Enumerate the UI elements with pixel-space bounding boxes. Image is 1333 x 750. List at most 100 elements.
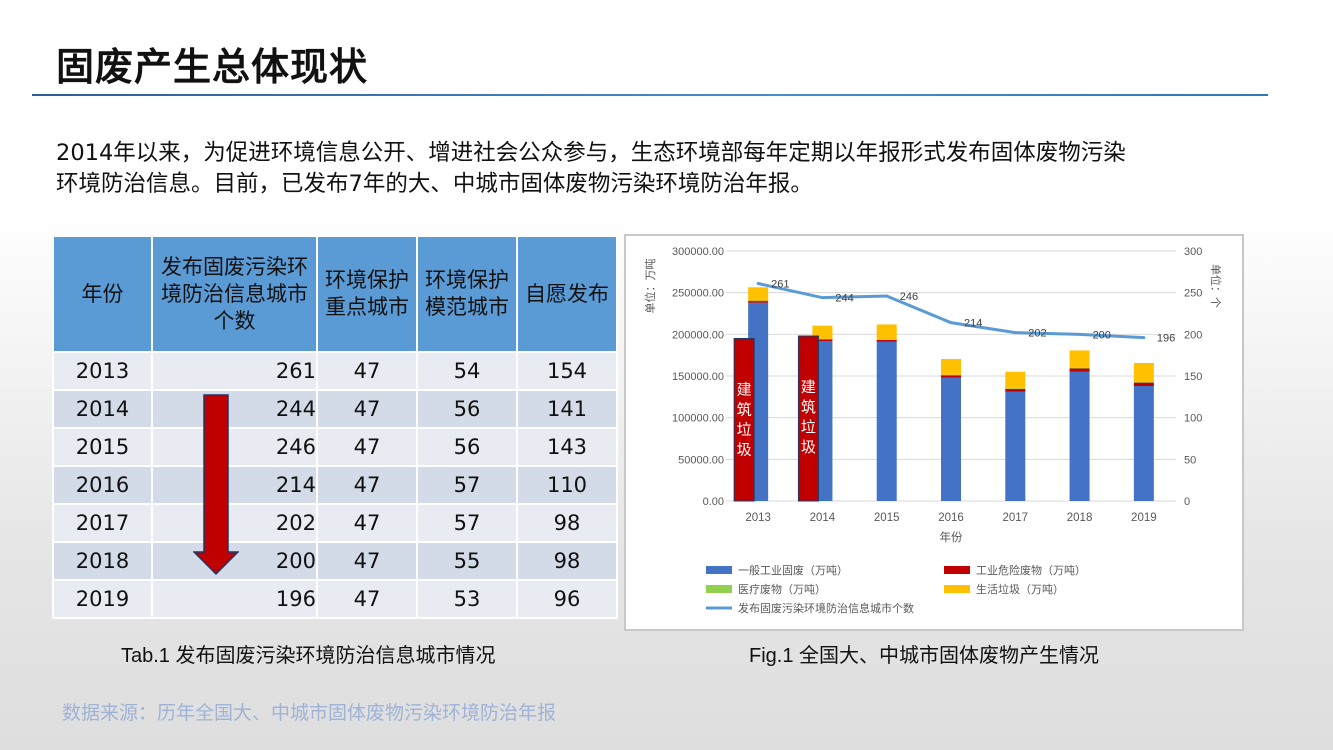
y2-axis-title: 单位：个 [1209, 264, 1223, 308]
bar-medical [1133, 382, 1154, 383]
y2-tick-label: 0 [1184, 496, 1190, 508]
cell-model-cities: 57 [416, 503, 518, 543]
table-row: 2013 261 47 54 154 [52, 351, 618, 391]
bar-medical [812, 338, 833, 340]
decreasing-trend-arrow-icon [193, 394, 239, 576]
city-count-data-label: 200 [1093, 329, 1111, 341]
cell-voluntary: 141 [516, 389, 618, 429]
construction-waste-label: 垃 [737, 422, 752, 439]
table-row: 2015 246 47 56 143 [52, 427, 618, 467]
table-row: 2018 200 47 55 98 [52, 541, 618, 581]
table-header-row: 年份 发布固废污染环 境防治信息城市 个数 环境保护 重点城市 环境保护 模范城市 自愿… [52, 235, 618, 353]
x-axis-title: 年份 [940, 530, 963, 544]
y-tick-label: 150000.00 [672, 371, 724, 383]
bar-hazardous [941, 374, 961, 378]
city-count-point [820, 296, 824, 300]
legend-label: 医疗废物（万吨） [738, 582, 826, 596]
bar-domestic [1005, 371, 1026, 389]
y-tick-label: 100000.00 [672, 413, 724, 425]
y-axis-title: 单位：万吨 [643, 259, 657, 314]
bar-domestic [1133, 363, 1154, 383]
y-tick-label: 50000.00 [678, 454, 724, 466]
intro-paragraph: 2014年以来，为促进环境信息公开、增进社会公众参与，生态环境部每年定期以年报形… [56, 138, 1296, 200]
intro-line-2: 环境防治信息。目前，已发布7年的大、中城市固体废物污染环境防治年报。 [56, 171, 813, 197]
cell-key-cities: 47 [316, 389, 418, 429]
cell-year: 2016 [52, 465, 153, 505]
city-count-point [756, 282, 760, 285]
bar-general-industrial [1005, 391, 1026, 501]
city-count-data-label: 261 [771, 279, 789, 291]
header-key-cities: 环境保护 重点城市 [316, 235, 418, 353]
table-row: 2019 196 47 53 96 [52, 579, 618, 619]
y2-tick-label: 200 [1184, 329, 1202, 341]
bar-domestic [1069, 350, 1090, 368]
cell-voluntary: 143 [516, 427, 618, 467]
header-model-cities: 环境保护 模范城市 [416, 235, 518, 353]
cell-key-cities: 47 [316, 503, 418, 543]
cell-key-cities: 47 [316, 579, 418, 619]
bar-hazardous [1133, 382, 1154, 386]
cell-model-cities: 57 [416, 465, 518, 505]
cell-city-count: 200 [151, 541, 318, 581]
x-tick-label: 2019 [1131, 512, 1157, 524]
table-row: 2014 244 47 56 141 [52, 389, 618, 429]
cell-model-cities: 53 [416, 579, 518, 619]
y2-tick-label: 150 [1184, 371, 1202, 383]
city-count-point [1078, 332, 1082, 336]
city-count-point [885, 294, 889, 298]
header-year: 年份 [52, 235, 153, 353]
construction-waste-label: 建 [801, 379, 816, 396]
cell-voluntary: 98 [516, 503, 618, 543]
waste-chart: 0.00 50000.00 100000.00 150000.00 200000.00 2… [624, 234, 1244, 631]
construction-waste-label: 筑 [737, 402, 752, 419]
cell-year: 2017 [52, 503, 153, 543]
x-tick-label: 2013 [745, 512, 771, 524]
city-count-data-label: 244 [835, 293, 853, 305]
cell-voluntary: 96 [516, 579, 618, 619]
city-count-data-label: 196 [1157, 333, 1175, 345]
cell-model-cities: 56 [416, 427, 518, 467]
y-tick-label: 250000.00 [672, 288, 724, 300]
cell-year: 2014 [52, 389, 153, 429]
construction-waste-label: 垃 [801, 419, 816, 436]
bar-medical [876, 339, 897, 341]
bar-hazardous [1069, 368, 1090, 372]
data-source-note: 数据来源：历年全国大、中城市固体废物污染环境防治年报 [62, 702, 557, 724]
cell-year: 2015 [52, 427, 153, 467]
title-divider [32, 94, 1268, 96]
bar-medical [941, 374, 961, 376]
y2-tick-label: 300 [1184, 246, 1202, 258]
bar-medical [1069, 367, 1090, 369]
cell-city-count: 196 [151, 579, 318, 619]
city-count-data-label: 246 [900, 291, 918, 303]
bar-general-industrial [941, 377, 961, 501]
bar-general-industrial [1133, 386, 1154, 501]
y2-tick-label: 250 [1184, 288, 1202, 300]
cell-voluntary: 154 [516, 351, 618, 391]
city-count-data-label: 214 [964, 318, 982, 330]
x-tick-label: 2017 [1002, 512, 1028, 524]
table-caption: Tab.1 发布固废污染环境防治信息城市情况 [121, 645, 496, 667]
cell-voluntary: 98 [516, 541, 618, 581]
legend-label: 发布固废污染环境防治信息城市个数 [738, 601, 914, 615]
cell-model-cities: 54 [416, 351, 518, 391]
cell-city-count: 246 [151, 427, 318, 467]
bar-general-industrial [1069, 371, 1090, 501]
header-city-count: 发布固废污染环 境防治信息城市 个数 [151, 235, 318, 353]
legend-label: 生活垃圾（万吨） [976, 582, 1064, 596]
waste-chart-svg: 0.00 50000.00 100000.00 150000.00 200000.00 2… [643, 246, 1223, 615]
city-count-data-label: 202 [1028, 328, 1046, 340]
y-tick-label: 300000.00 [672, 246, 724, 258]
city-count-point [1013, 331, 1017, 335]
y2-tick-label: 50 [1184, 454, 1196, 466]
y-tick-label: 200000.00 [672, 329, 724, 341]
cell-city-count: 214 [151, 465, 318, 505]
bar-domestic [876, 324, 897, 340]
cell-year: 2019 [52, 579, 153, 619]
legend-swatch [706, 585, 732, 593]
bar-hazardous [748, 300, 769, 303]
cell-key-cities: 47 [316, 427, 418, 467]
bar-domestic [941, 359, 961, 375]
legend-label: 一般工业固废（万吨） [738, 563, 848, 577]
legend-swatch [706, 566, 732, 574]
